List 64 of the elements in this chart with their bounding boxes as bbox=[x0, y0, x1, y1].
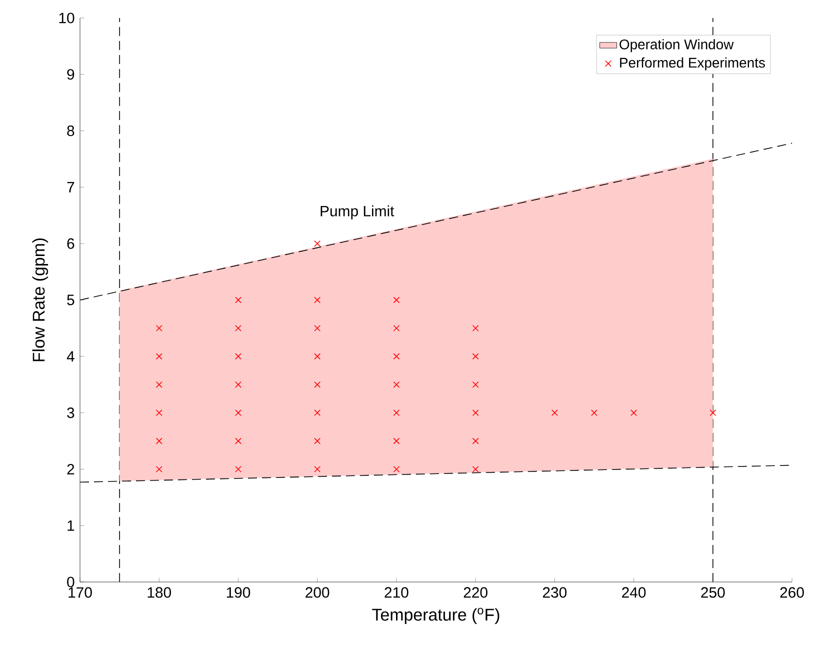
point bbox=[234, 381, 242, 388]
x-tick-label: 210 bbox=[384, 587, 408, 598]
y-tick-label: 3 bbox=[67, 407, 74, 418]
point bbox=[314, 438, 321, 444]
y-tick-label: 2 bbox=[67, 464, 74, 474]
point bbox=[314, 466, 321, 472]
point bbox=[156, 381, 162, 388]
y-tick-label: 6 bbox=[67, 238, 74, 249]
point bbox=[393, 410, 400, 416]
point bbox=[234, 296, 242, 304]
point bbox=[393, 324, 400, 332]
y-tick-label: 1 bbox=[68, 520, 74, 531]
point bbox=[234, 353, 242, 360]
point bbox=[314, 240, 321, 247]
point bbox=[472, 438, 479, 444]
x-tick-label: 220 bbox=[464, 587, 488, 598]
point bbox=[314, 381, 321, 388]
point bbox=[393, 296, 400, 304]
point bbox=[710, 410, 716, 416]
point bbox=[156, 324, 162, 332]
point bbox=[234, 410, 242, 416]
point bbox=[393, 466, 400, 472]
point bbox=[156, 410, 162, 416]
point bbox=[393, 381, 400, 388]
point bbox=[393, 438, 400, 444]
point bbox=[314, 410, 321, 416]
x-tick-label: 250 bbox=[701, 587, 725, 598]
x-axis-title: Temperature ($^{o}$F) bbox=[372, 608, 500, 624]
y-axis-title: Flow Rate (gpm) bbox=[32, 238, 48, 362]
y-tick-label: 9 bbox=[67, 69, 74, 80]
y-tick-label: 4 bbox=[66, 351, 74, 362]
point bbox=[314, 296, 321, 304]
point bbox=[472, 466, 479, 472]
point bbox=[314, 353, 321, 360]
x-tick-label: 190 bbox=[226, 587, 250, 598]
x-tick-label: 230 bbox=[542, 587, 567, 598]
x-tick-label: 170 bbox=[68, 587, 92, 598]
annotation: Pump Limit bbox=[320, 205, 394, 220]
x-tick-label: 260 bbox=[780, 587, 804, 598]
point bbox=[234, 438, 242, 444]
point bbox=[472, 381, 479, 388]
point bbox=[156, 438, 162, 444]
point bbox=[234, 324, 242, 332]
x-tick-label: 240 bbox=[622, 587, 646, 598]
y-tick-label: 5 bbox=[67, 294, 74, 306]
point bbox=[472, 410, 479, 416]
y-tick-label: 10 bbox=[59, 12, 74, 24]
legend-label: Operation Window bbox=[620, 39, 734, 52]
point bbox=[472, 353, 479, 360]
point bbox=[234, 466, 242, 472]
point bbox=[156, 466, 162, 472]
point bbox=[551, 410, 558, 416]
point bbox=[590, 410, 598, 416]
y-tick-label: 8 bbox=[67, 125, 74, 136]
y-tick-label: 0 bbox=[67, 576, 74, 588]
legend-label: Performed Experiments bbox=[620, 57, 765, 70]
point bbox=[314, 324, 321, 332]
point bbox=[156, 353, 162, 360]
point bbox=[472, 324, 479, 332]
y-tick-label: 7 bbox=[67, 182, 74, 192]
x-tick-label: 200 bbox=[306, 587, 330, 598]
point bbox=[393, 353, 400, 360]
x-tick-label: 180 bbox=[148, 587, 171, 598]
point bbox=[630, 410, 638, 416]
